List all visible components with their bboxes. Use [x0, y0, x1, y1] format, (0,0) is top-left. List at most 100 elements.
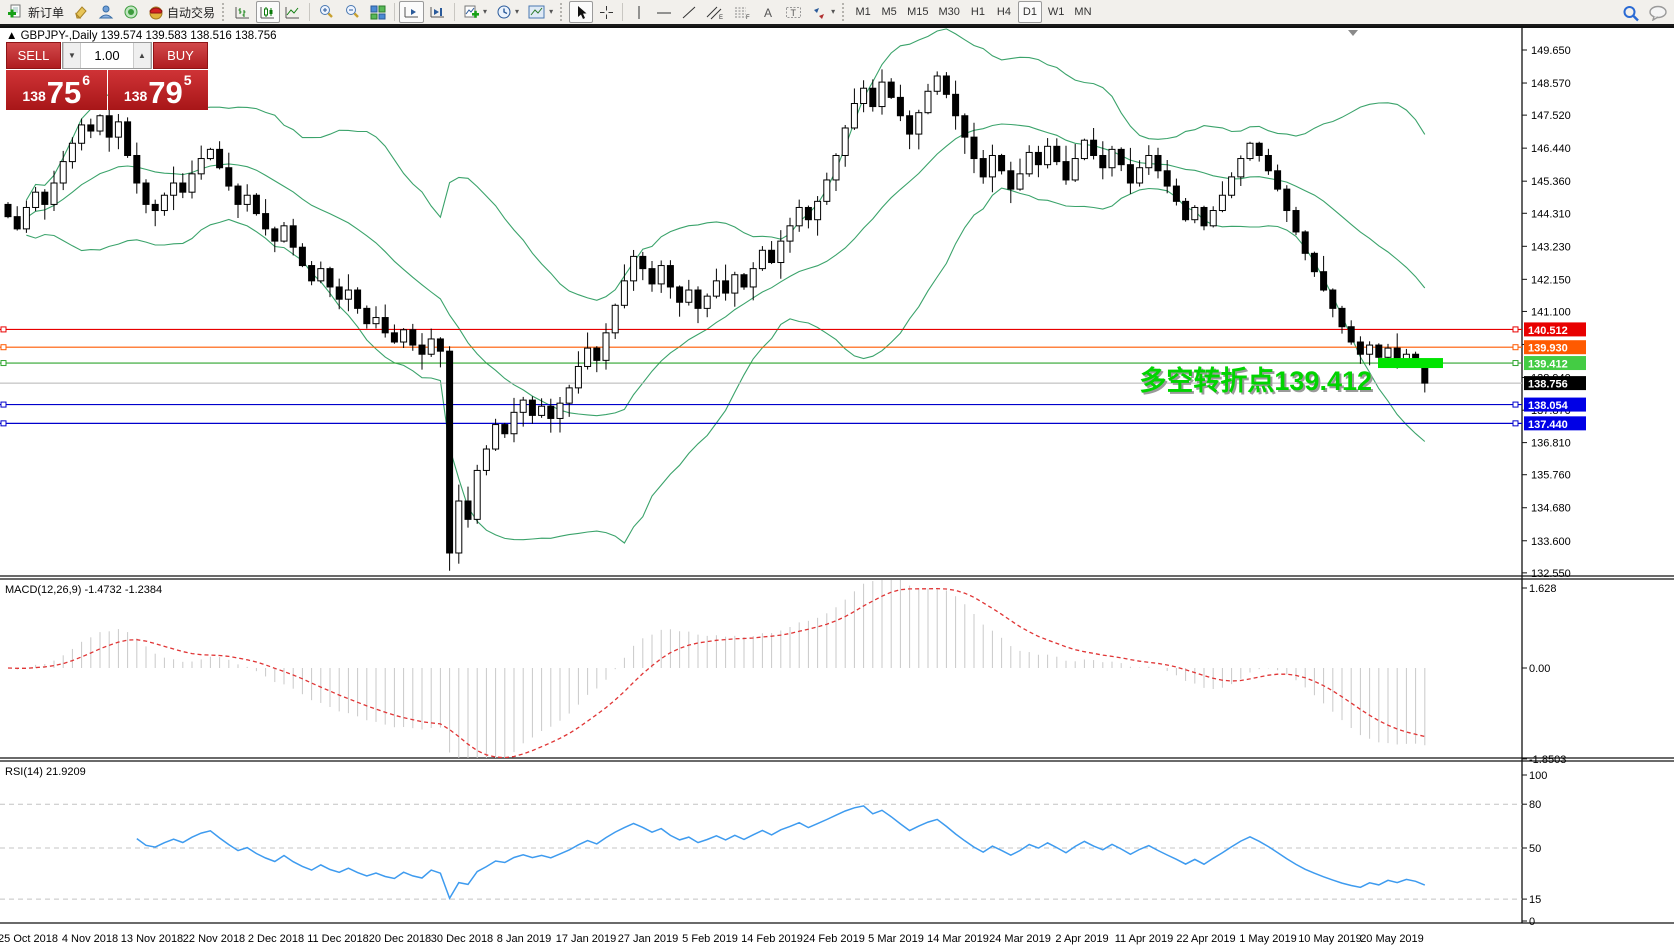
new-order-label: 新订单 — [28, 5, 65, 20]
timeframe-h4[interactable]: H4 — [992, 1, 1016, 23]
timeframe-label: H1 — [970, 6, 985, 18]
volume-decrement-button[interactable]: ▼ — [63, 43, 81, 68]
buy-price[interactable]: 138 79 5 — [107, 70, 208, 110]
sell-price-big: 75 — [46, 75, 82, 111]
search-icon[interactable] — [1622, 5, 1640, 22]
svg-text:24 Feb 2019: 24 Feb 2019 — [803, 933, 865, 945]
svg-text:132.550: 132.550 — [1531, 568, 1571, 580]
timeframe-label: M1 — [855, 6, 871, 18]
sell-price-sup: 6 — [82, 72, 91, 88]
svg-text:142.150: 142.150 — [1531, 274, 1571, 286]
zoom-out-button[interactable] — [340, 1, 365, 23]
svg-text:11 Apr 2019: 11 Apr 2019 — [1115, 933, 1174, 945]
svg-text:2 Dec 2018: 2 Dec 2018 — [248, 933, 304, 945]
timeframe-label: MN — [1074, 6, 1092, 18]
line-chart-button[interactable] — [281, 1, 305, 23]
svg-text:20 May 2019: 20 May 2019 — [1360, 933, 1424, 945]
auto-scroll-button[interactable] — [399, 1, 425, 23]
horizontal-line-button[interactable] — [652, 1, 676, 23]
timeframe-label: M30 — [938, 6, 960, 18]
autotrading-button[interactable]: 自动交易 — [144, 1, 219, 23]
autotrading-icon — [149, 6, 163, 20]
periods-button[interactable]: ▾ — [492, 1, 523, 23]
fibonacci-button[interactable]: F — [729, 1, 755, 23]
svg-text:1 May 2019: 1 May 2019 — [1239, 933, 1296, 945]
svg-text:146.440: 146.440 — [1531, 143, 1571, 155]
timeframe-m30[interactable]: M30 — [935, 1, 964, 23]
timeframe-bar: M1 M5 M15 M30 H1 H4 D1 W1 MN — [851, 1, 1095, 23]
candlestick-chart-button[interactable] — [256, 1, 281, 23]
chart-area[interactable]: 149.650 148.570 147.520 146.440 145.360 144.3… — [0, 26, 1674, 947]
line-chart-icon — [285, 6, 300, 18]
arrows-button[interactable]: ▾ — [807, 1, 839, 23]
zoom-in-icon — [320, 5, 333, 18]
svg-text:135.760: 135.760 — [1531, 470, 1571, 482]
macd-label: MACD(12,26,9) -1.4732 -1.2384 — [5, 584, 162, 596]
timeframe-label: D1 — [1022, 6, 1037, 18]
tile-windows-button[interactable] — [366, 1, 390, 23]
timeframe-d1[interactable]: D1 — [1017, 1, 1042, 23]
svg-text:144.310: 144.310 — [1531, 208, 1571, 220]
zoom-in-button[interactable] — [314, 1, 339, 23]
vertical-line-button[interactable] — [627, 1, 651, 23]
toolbar-grip — [560, 3, 564, 21]
tile-windows-icon — [370, 5, 386, 19]
svg-text:13 Nov 2018: 13 Nov 2018 — [121, 933, 183, 945]
timeframe-m1[interactable]: M1 — [851, 1, 875, 23]
text-label-button[interactable]: T — [781, 1, 806, 23]
svg-text:139.412: 139.412 — [1528, 359, 1568, 371]
svg-text:5 Mar 2019: 5 Mar 2019 — [868, 933, 924, 945]
svg-text:1.628: 1.628 — [1529, 583, 1557, 595]
volume-increment-button[interactable]: ▲ — [133, 43, 151, 68]
sell-button[interactable]: SELL — [6, 42, 61, 69]
signals-button[interactable] — [119, 1, 143, 23]
equidistant-channel-button[interactable]: E — [702, 1, 728, 23]
svg-text:14 Feb 2019: 14 Feb 2019 — [741, 933, 803, 945]
buy-button[interactable]: BUY — [153, 42, 208, 69]
bar-chart-button[interactable] — [231, 1, 255, 23]
svg-text:100: 100 — [1529, 770, 1547, 782]
toolbar-separator — [394, 3, 396, 21]
toolbar-separator — [622, 3, 624, 21]
chart-canvas[interactable]: 149.650 148.570 147.520 146.440 145.360 144.3… — [0, 26, 1674, 947]
panel-frames — [0, 26, 1674, 924]
chart-shift-button[interactable] — [425, 1, 450, 23]
buy-price-sup: 5 — [183, 72, 192, 88]
svg-text:22 Nov 2018: 22 Nov 2018 — [183, 933, 245, 945]
volume-value[interactable]: 1.00 — [94, 48, 120, 63]
metaeditor-button[interactable] — [94, 1, 118, 23]
volume-spinner: ▼ 1.00 ▲ — [62, 42, 152, 69]
channel-icon: E — [706, 6, 723, 20]
vertical-line-icon — [638, 5, 640, 19]
indicators-button[interactable]: ▾ — [459, 1, 491, 23]
timeframe-h1[interactable]: H1 — [966, 1, 990, 23]
svg-text:15: 15 — [1529, 894, 1541, 906]
crosshair-button[interactable] — [594, 1, 618, 23]
chat-icon[interactable] — [1648, 5, 1668, 21]
buy-price-prefix: 138 — [123, 88, 148, 104]
timeframe-mn[interactable]: MN — [1070, 1, 1095, 23]
timeframe-m5[interactable]: M5 — [877, 1, 901, 23]
timeframe-m15[interactable]: M15 — [903, 1, 932, 23]
trendline-icon — [682, 6, 696, 18]
svg-text:80: 80 — [1529, 799, 1541, 811]
cursor-button[interactable] — [569, 1, 594, 23]
cursor-icon — [577, 5, 587, 19]
svg-text:30 Dec 2018: 30 Dec 2018 — [431, 933, 493, 945]
timeframe-w1[interactable]: W1 — [1044, 1, 1069, 23]
templates-button[interactable]: ▾ — [524, 1, 557, 23]
svg-text:133.600: 133.600 — [1531, 536, 1571, 548]
svg-text:143.230: 143.230 — [1531, 241, 1571, 253]
text-button[interactable]: A — [756, 1, 780, 23]
trendline-button[interactable] — [677, 1, 701, 23]
svg-text:0.00: 0.00 — [1529, 663, 1550, 675]
sell-price[interactable]: 138 75 6 — [6, 70, 107, 110]
new-order-icon — [8, 4, 21, 18]
svg-text:5 Feb 2019: 5 Feb 2019 — [682, 933, 738, 945]
svg-text:147.520: 147.520 — [1531, 110, 1571, 122]
svg-text:多空转折点139.412: 多空转折点139.412 — [1139, 365, 1372, 396]
eraser-button[interactable] — [69, 1, 93, 23]
new-order-button[interactable]: 新订单 — [4, 1, 68, 23]
